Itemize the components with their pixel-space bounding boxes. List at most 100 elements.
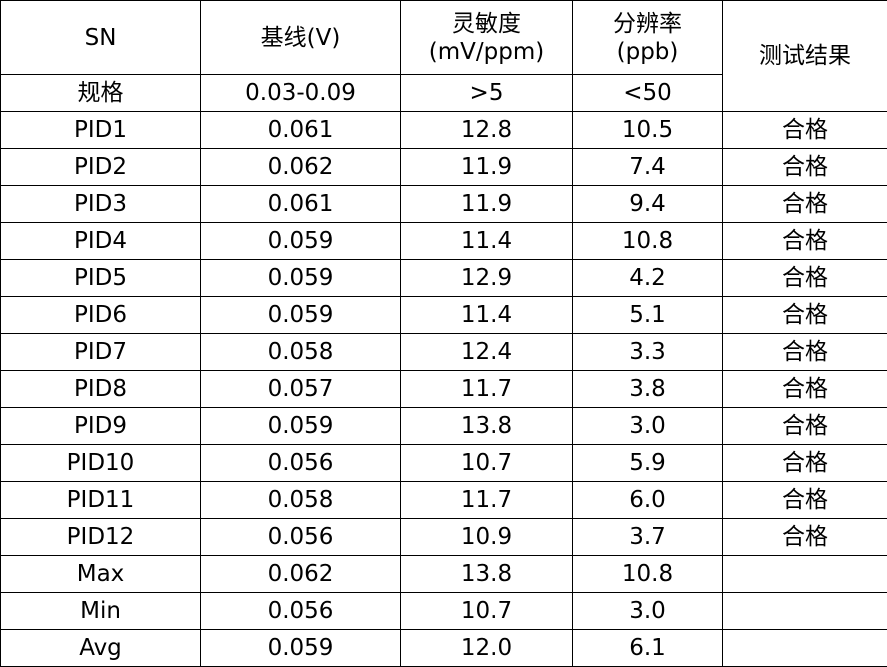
data-cell: 合格 — [722, 185, 887, 223]
data-cell: 合格 — [722, 222, 887, 260]
data-cell: 4.2 — [572, 259, 723, 297]
data-cell: 12.9 — [400, 259, 573, 297]
data-cell: 0.057 — [200, 370, 401, 408]
data-row: Avg 0.059 12.0 6.1 — [0, 629, 887, 667]
header-text: (ppb) — [616, 38, 679, 65]
data-cell: 0.062 — [200, 148, 401, 186]
data-row: PID4 0.059 11.4 10.8 合格 — [0, 222, 887, 260]
data-cell: 13.8 — [400, 407, 573, 445]
data-cell: 0.058 — [200, 333, 401, 371]
data-row: PID7 0.058 12.4 3.3 合格 — [0, 333, 887, 371]
header-text: 基线(V) — [260, 24, 341, 51]
data-cell: 0.059 — [200, 629, 401, 667]
data-row: PID12 0.056 10.9 3.7 合格 — [0, 518, 887, 556]
data-cell: 3.3 — [572, 333, 723, 371]
data-cell: PID6 — [0, 296, 201, 334]
data-cell: 0.061 — [200, 185, 401, 223]
data-row: Max 0.062 13.8 10.8 — [0, 555, 887, 593]
data-cell: 0.059 — [200, 407, 401, 445]
header-cell: 测试结果 — [722, 0, 887, 112]
data-cell: 10.7 — [400, 592, 573, 630]
data-cell: 0.059 — [200, 259, 401, 297]
data-cell: 12.8 — [400, 111, 573, 149]
data-cell: 0.058 — [200, 481, 401, 519]
data-cell: PID9 — [0, 407, 201, 445]
data-cell: 11.9 — [400, 148, 573, 186]
header-text: SN — [84, 24, 117, 51]
spec-cell: <50 — [572, 74, 723, 112]
data-cell: Min — [0, 592, 201, 630]
data-cell: 0.062 — [200, 555, 401, 593]
data-cell: 0.056 — [200, 518, 401, 556]
header-text: 分辨率 — [613, 10, 682, 37]
data-cell: 3.0 — [572, 592, 723, 630]
data-cell: 合格 — [722, 518, 887, 556]
data-cell: 0.056 — [200, 444, 401, 482]
data-cell: 3.0 — [572, 407, 723, 445]
data-cell: 6.0 — [572, 481, 723, 519]
data-cell: PID1 — [0, 111, 201, 149]
data-cell: PID7 — [0, 333, 201, 371]
data-cell: PID3 — [0, 185, 201, 223]
data-cell: 3.8 — [572, 370, 723, 408]
empty-cell — [722, 555, 887, 593]
data-cell: 0.059 — [200, 296, 401, 334]
data-cell: 合格 — [722, 407, 887, 445]
data-cell: 0.056 — [200, 592, 401, 630]
header-text: (mV/ppm) — [428, 38, 545, 65]
data-row: PID1 0.061 12.8 10.5 合格 — [0, 111, 887, 149]
data-cell: 合格 — [722, 111, 887, 149]
data-cell: 合格 — [722, 444, 887, 482]
data-cell: 11.7 — [400, 370, 573, 408]
header-text: 测试结果 — [759, 43, 851, 69]
data-cell: 合格 — [722, 481, 887, 519]
data-row: Min 0.056 10.7 3.0 — [0, 592, 887, 630]
header-cell: 分辨率 (ppb) — [572, 0, 723, 75]
data-cell: 10.5 — [572, 111, 723, 149]
data-row: PID5 0.059 12.9 4.2 合格 — [0, 259, 887, 297]
data-cell: PID12 — [0, 518, 201, 556]
data-cell: 合格 — [722, 296, 887, 334]
data-cell: PID8 — [0, 370, 201, 408]
data-row: PID10 0.056 10.7 5.9 合格 — [0, 444, 887, 482]
data-cell: 合格 — [722, 148, 887, 186]
header-text: 灵敏度 — [452, 10, 521, 37]
data-cell: 10.7 — [400, 444, 573, 482]
data-cell: 合格 — [722, 370, 887, 408]
data-cell: Max — [0, 555, 201, 593]
data-cell: 3.7 — [572, 518, 723, 556]
spec-cell: 规格 — [0, 74, 201, 112]
header-row: SN 基线(V) 灵敏度 (mV/ppm) 分辨率 (ppb) 测试结果 — [0, 0, 887, 112]
data-cell: 7.4 — [572, 148, 723, 186]
data-cell: PID11 — [0, 481, 201, 519]
spec-cell: 0.03-0.09 — [200, 74, 401, 112]
data-cell: 11.4 — [400, 222, 573, 260]
data-cell: 5.9 — [572, 444, 723, 482]
data-cell: 合格 — [722, 259, 887, 297]
data-cell: 0.059 — [200, 222, 401, 260]
data-cell: 6.1 — [572, 629, 723, 667]
empty-cell — [722, 629, 887, 667]
data-cell: PID10 — [0, 444, 201, 482]
data-row: PID3 0.061 11.9 9.4 合格 — [0, 185, 887, 223]
data-row: PID8 0.057 11.7 3.8 合格 — [0, 370, 887, 408]
data-cell: 9.4 — [572, 185, 723, 223]
data-cell: 11.4 — [400, 296, 573, 334]
header-cell: SN — [0, 0, 201, 75]
data-row: PID11 0.058 11.7 6.0 合格 — [0, 481, 887, 519]
data-cell: 13.8 — [400, 555, 573, 593]
data-cell: 合格 — [722, 333, 887, 371]
spec-cell: >5 — [400, 74, 573, 112]
header-cell: 基线(V) — [200, 0, 401, 75]
empty-cell — [722, 592, 887, 630]
data-cell: PID4 — [0, 222, 201, 260]
data-cell: 10.8 — [572, 555, 723, 593]
data-cell: PID5 — [0, 259, 201, 297]
data-cell: 12.4 — [400, 333, 573, 371]
data-row: PID6 0.059 11.4 5.1 合格 — [0, 296, 887, 334]
data-cell: 5.1 — [572, 296, 723, 334]
data-cell: 10.8 — [572, 222, 723, 260]
